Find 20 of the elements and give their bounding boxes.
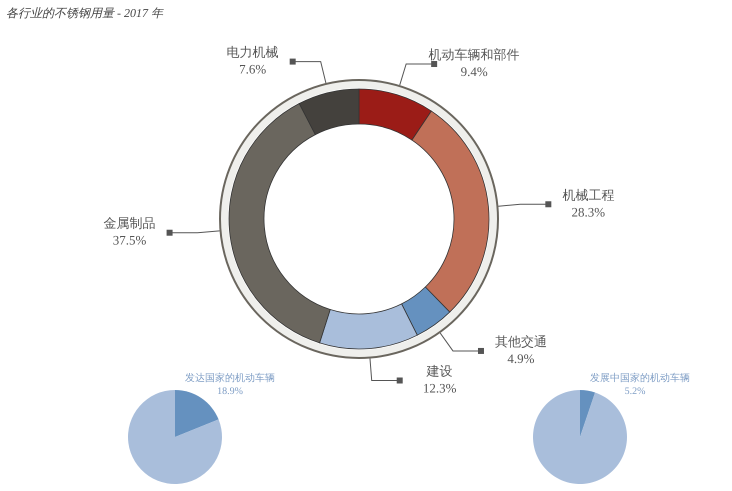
slice-label: 发展中国家的机动车辆 <box>590 372 690 384</box>
data-label: 9.4% <box>460 64 488 80</box>
slice-label: 机动车辆和部件 <box>428 47 520 62</box>
slice-label: 电力机械 <box>226 44 279 60</box>
slice-label: 发达国家的机动车辆 <box>185 372 275 384</box>
data-label: 37.5% <box>112 232 147 248</box>
data-label: 5.2% <box>624 386 646 397</box>
slice-label: 金属制品 <box>104 216 156 231</box>
data-label: 7.6% <box>239 62 266 77</box>
slice-label: 机械工程 <box>562 187 614 202</box>
data-label: 12.3% <box>422 380 457 396</box>
data-label: 4.9% <box>507 350 535 366</box>
data-label: 18.9% <box>217 386 243 397</box>
data-label: 28.3% <box>572 204 606 220</box>
slice-label: 其他交通 <box>494 334 547 349</box>
pie-slice <box>175 390 219 437</box>
slice-label: 建设 <box>426 364 453 378</box>
pie-slice <box>533 390 627 484</box>
chart-title: 各行业的不锈钢用量 - 2017 年 <box>6 6 164 20</box>
pie-slice <box>580 390 596 437</box>
